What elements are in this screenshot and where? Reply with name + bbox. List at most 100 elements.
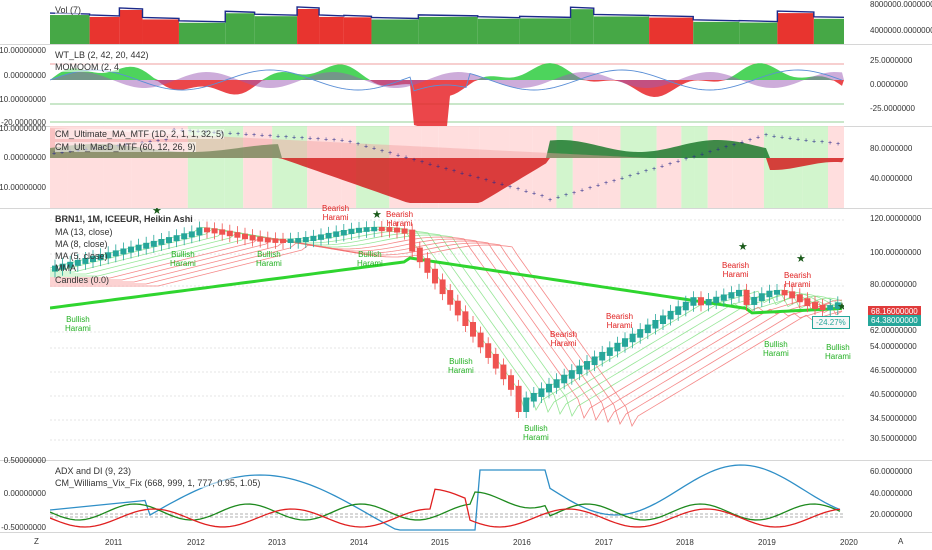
adx-left-tick: -0.50000000	[1, 523, 46, 532]
macd-cross-marker: +	[588, 185, 592, 192]
macd-cross-marker: +	[68, 149, 72, 156]
last-price-tag: 68.16000000	[868, 306, 921, 317]
candle-body	[394, 227, 400, 233]
wavetrend-right-tick: 25.0000000	[870, 56, 913, 65]
macd-bg-band	[598, 126, 621, 208]
pattern-label: Bearish Harami	[322, 204, 350, 222]
macd-left-tick: -10.00000000	[0, 183, 46, 192]
macd-cross-marker: +	[332, 137, 336, 144]
candle-body	[561, 374, 568, 384]
candle-body	[485, 343, 492, 358]
macd-cross-marker: +	[300, 135, 304, 142]
candle-body	[82, 258, 89, 264]
candle-body	[97, 254, 104, 261]
candle-body	[90, 256, 96, 262]
wavetrend-pane[interactable]: WT_LB (2, 42, 20, 442) MOMOOM (2, 4 10.0…	[0, 44, 932, 127]
candle-body	[348, 228, 355, 235]
change-pct-tag: -24.27%	[812, 316, 850, 329]
candle-body	[804, 298, 811, 307]
wavetrend-right-tick: -25.0000000	[870, 104, 915, 113]
volume-tick: 8000000.00000000	[870, 0, 932, 9]
volume-bar	[477, 18, 520, 44]
candle-body	[120, 248, 127, 255]
macd-left-tick: 0.00000000	[3, 153, 46, 162]
macd-cross-marker: +	[564, 192, 568, 199]
macd-cross-marker: +	[156, 138, 160, 145]
price-pane[interactable]: ★ ★ ★ ★ ★ BRN1!, 1M, ICEEUR, Heikin Ashi MA …	[0, 204, 932, 461]
candle-body	[568, 370, 575, 379]
candle-body	[614, 342, 621, 352]
macd-left-tick: 10.00000000	[0, 124, 46, 133]
candle-body	[264, 237, 271, 243]
corner-left-button[interactable]: Z	[34, 537, 39, 546]
candle-body	[454, 300, 461, 316]
macd-bg-band	[763, 126, 774, 208]
ma-ribbon-line	[50, 230, 843, 413]
macd-cross-marker: +	[412, 157, 416, 164]
candle-body	[682, 301, 689, 311]
candle-body	[477, 332, 484, 348]
wavetrend-left-tick: 10.00000000	[0, 46, 46, 55]
candle-body	[500, 364, 507, 380]
macd-cross-marker: +	[228, 131, 232, 138]
macd-cross-marker: +	[780, 134, 784, 141]
pattern-label: Bearish Harami	[784, 271, 812, 289]
corner-right-button[interactable]: A	[898, 537, 904, 546]
macd-cross-marker: +	[268, 133, 272, 140]
macd-cross-marker: +	[772, 133, 776, 140]
volume-bar	[570, 9, 594, 44]
candle-body	[318, 234, 324, 240]
x-tick: 2016	[513, 538, 531, 547]
macd-cross-marker: +	[812, 138, 816, 145]
ma-ribbon-line	[50, 236, 843, 419]
macd-cross-marker: +	[372, 146, 376, 153]
price-tick: 80.00000000	[870, 280, 917, 289]
macd-cross-marker: +	[316, 136, 320, 143]
macd-cross-marker: +	[388, 150, 392, 157]
volume-bar	[343, 17, 372, 44]
adx-pane[interactable]: ADX and DI (9, 23) CM_Williams_Vix_Fix (…	[0, 456, 932, 533]
price-tick: 30.50000000	[870, 434, 917, 443]
macd-cross-marker: +	[540, 193, 544, 200]
volume-right-axis: 8000000.00000000 4000000.00000000	[848, 0, 932, 44]
candle-body	[576, 365, 583, 375]
x-tick: 2011	[105, 538, 123, 547]
volume-bar	[178, 22, 226, 44]
macd-right-tick: 40.0000000	[870, 174, 913, 183]
macd-cross-marker: +	[748, 137, 752, 144]
x-tick: 2019	[758, 538, 776, 547]
macd-cross-marker: +	[676, 159, 680, 166]
macd-cross-marker: +	[252, 132, 256, 139]
macd-cross-marker: +	[652, 166, 656, 173]
candle-body	[591, 356, 598, 366]
volume-pane[interactable]: Vol (7) 8000000.00000000 4000000.0000000…	[0, 0, 932, 45]
candle-body	[834, 302, 841, 310]
macd-cross-marker: +	[452, 168, 456, 175]
time-axis[interactable]: Z A	[0, 532, 932, 550]
macd-pane[interactable]: + + + + + + + + + + + + + + + + + + + + + + + + + + + + + + + + + + + + + + + +…	[0, 124, 932, 209]
candle-body	[196, 227, 203, 236]
indicator-legend-item: MA (8, close)	[55, 239, 108, 249]
macd-bg-band	[656, 126, 682, 208]
wavetrend-legend-2: MOMOOM (2, 4	[55, 62, 120, 72]
candle-body	[226, 230, 233, 237]
macd-cross-marker: +	[420, 159, 424, 166]
macd-cross-marker: +	[460, 170, 464, 177]
macd-cross-marker: +	[684, 156, 688, 163]
candle-body	[796, 294, 803, 303]
adx-legend-1: ADX and DI (9, 23)	[55, 466, 132, 476]
x-tick: 2015	[431, 538, 449, 547]
pattern-label: Bullish Harami	[448, 357, 474, 375]
macd-cross-marker: +	[444, 166, 448, 173]
candle-body	[492, 353, 499, 369]
macd-bg-band	[572, 126, 582, 208]
pattern-label: Bullish Harami	[256, 250, 282, 268]
volume-bar	[119, 9, 143, 44]
macd-cross-marker: +	[484, 177, 488, 184]
macd-cross-marker: +	[236, 131, 240, 138]
candle-body	[181, 233, 188, 240]
volume-bar	[254, 16, 298, 44]
candle-body	[538, 388, 545, 397]
macd-cross-marker: +	[340, 137, 344, 144]
macd-cross-marker: +	[756, 135, 760, 142]
